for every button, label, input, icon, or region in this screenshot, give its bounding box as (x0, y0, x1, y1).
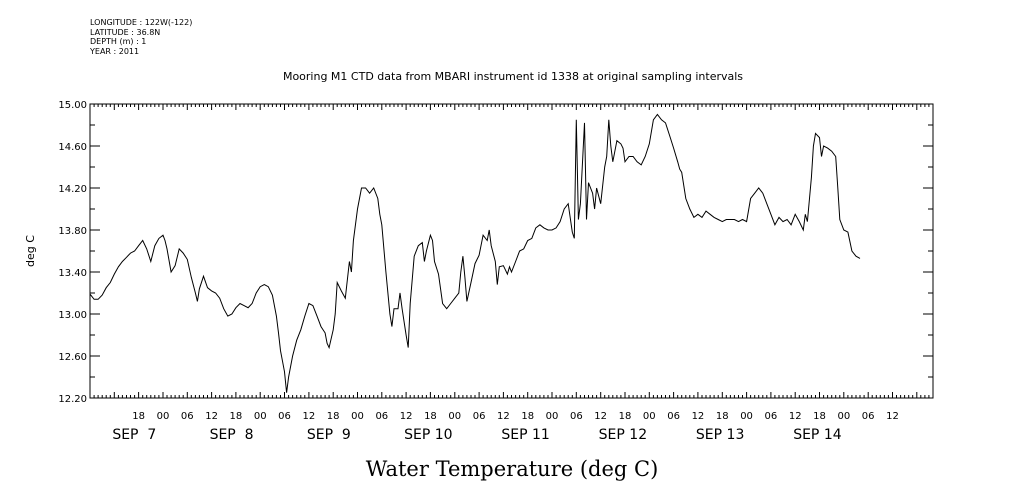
x-day-label: SEP 14 (793, 427, 842, 443)
x-hour-label: 06 (375, 411, 388, 422)
minor-ticks (89, 104, 934, 398)
x-hour-label: 12 (302, 411, 315, 422)
y-axis: 12.20 12.60 13.00 13.40 13.80 14.20 14.60 15.00 (58, 100, 933, 405)
water-temperature-line (89, 113, 861, 393)
x-hour-label: 06 (765, 411, 778, 422)
x-day-label: SEP 13 (696, 427, 744, 443)
x-hour-label: 18 (619, 411, 632, 422)
y-tick-label: 14.20 (58, 184, 87, 195)
x-hour-label: 18 (424, 411, 437, 422)
y-tick-label: 15.00 (58, 100, 87, 111)
x-hour-label: 18 (716, 411, 729, 422)
x-hour-label: 12 (789, 411, 802, 422)
latitude-label: LATITUDE : 36.8N (90, 27, 161, 37)
x-hour-label: 18 (521, 411, 534, 422)
x-axis: 18 00 06 12 18 00 06 12 18 00 06 12 18 00 06 12 18 00 06 12… (112, 411, 899, 443)
x-hour-label: 12 (692, 411, 705, 422)
x-hour-label: 06 (181, 411, 194, 422)
x-hour-label: 12 (594, 411, 607, 422)
x-hour-label: 06 (570, 411, 583, 422)
x-hour-label: 06 (667, 411, 680, 422)
x-hour-label: 18 (132, 411, 145, 422)
chart-title: Mooring M1 CTD data from MBARI instrumen… (283, 70, 743, 83)
x-day-label: SEP 11 (501, 427, 549, 443)
x-hour-label: 06 (278, 411, 291, 422)
longitude-label: LONGITUDE : 122W(-122) (90, 18, 193, 27)
x-day-label: SEP 7 (112, 427, 156, 443)
depth-label: DEPTH (m) : 1 (90, 37, 147, 46)
header-metadata: LONGITUDE : 122W(-122) LATITUDE : 36.8N … (90, 18, 192, 56)
y-tick-label: 12.20 (58, 394, 87, 405)
x-hour-label: 18 (230, 411, 243, 422)
x-day-label: SEP 12 (599, 427, 647, 443)
x-hour-label: 18 (813, 411, 826, 422)
x-hour-label: 00 (448, 411, 461, 422)
x-hour-label: 12 (400, 411, 413, 422)
y-axis-label: deg C (24, 235, 37, 267)
x-hour-label: 00 (351, 411, 364, 422)
x-hour-label: 00 (740, 411, 753, 422)
x-day-label: SEP 9 (307, 427, 351, 443)
y-tick-label: 12.60 (58, 352, 87, 363)
x-hour-label: 12 (205, 411, 218, 422)
plot-frame (89, 103, 934, 399)
x-hour-label: 18 (327, 411, 340, 422)
x-hour-label: 00 (546, 411, 559, 422)
x-day-label: SEP 8 (210, 427, 254, 443)
x-hour-label: 00 (837, 411, 850, 422)
y-tick-label: 13.00 (58, 310, 87, 321)
y-tick-label: 13.40 (58, 268, 87, 279)
main-title: Water Temperature (deg C) (366, 457, 659, 481)
x-hour-label: 06 (862, 411, 875, 422)
y-tick-label: 14.60 (58, 142, 87, 153)
year-label: YEAR : 2011 (90, 46, 140, 56)
y-tick-label: 13.80 (58, 226, 87, 237)
x-hour-label: 00 (643, 411, 656, 422)
x-hour-label: 00 (157, 411, 170, 422)
x-hour-label: 06 (473, 411, 486, 422)
x-hour-label: 12 (497, 411, 510, 422)
x-hour-label: 00 (254, 411, 267, 422)
x-hour-label: 12 (886, 411, 899, 422)
x-day-label: SEP 10 (404, 427, 452, 443)
